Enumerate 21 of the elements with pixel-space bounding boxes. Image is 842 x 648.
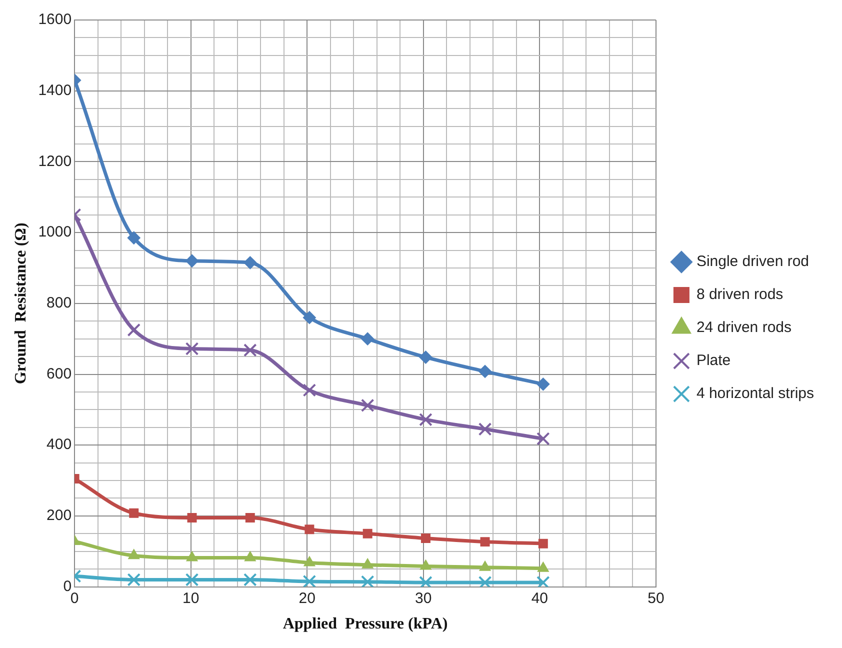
y-tick-label: 200 bbox=[46, 507, 72, 524]
y-tick-label: 1600 bbox=[38, 11, 72, 28]
x-tick-label: 20 bbox=[298, 590, 316, 607]
legend-label: 24 driven rods bbox=[696, 319, 792, 336]
x-tick-label: 30 bbox=[415, 590, 432, 607]
legend-label: 4 horizontal strips bbox=[696, 385, 814, 402]
y-axis-title: Ground Resistance (Ω) bbox=[12, 222, 30, 384]
y-tick-label: 400 bbox=[46, 436, 72, 454]
x-tick-label: 10 bbox=[182, 590, 200, 607]
x-tick-label: 50 bbox=[648, 590, 664, 607]
y-tick-label: 1000 bbox=[38, 224, 72, 241]
y-tick-label: 0 bbox=[63, 578, 72, 595]
x-axis-title: Applied Pressure (kPA) bbox=[282, 616, 448, 633]
y-tick-label: 1400 bbox=[38, 82, 72, 99]
y-tick-label: 800 bbox=[46, 294, 72, 312]
y-tick-label: 600 bbox=[46, 365, 72, 382]
x-tick-label: 40 bbox=[531, 590, 548, 607]
legend-label: Single driven rod bbox=[696, 253, 810, 270]
legend-label: Plate bbox=[696, 352, 731, 370]
legend-label: 8 driven rods bbox=[696, 286, 784, 304]
y-tick-label: 1200 bbox=[38, 152, 72, 170]
